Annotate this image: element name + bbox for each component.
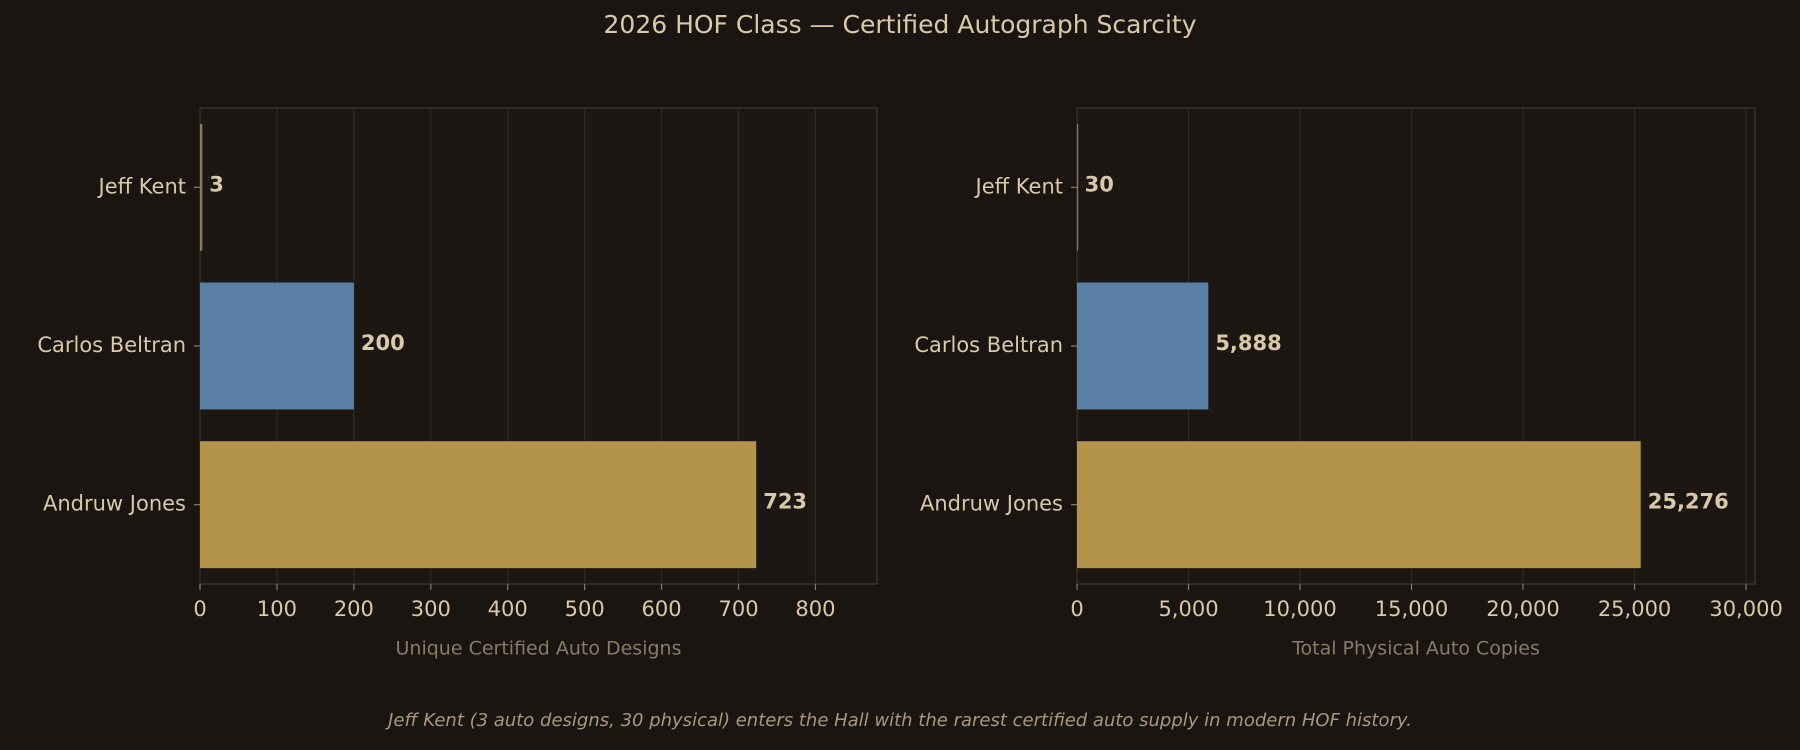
x-tick-label: 300 — [411, 597, 451, 621]
x-tick-label: 15,000 — [1375, 597, 1448, 621]
y-tick-label: Andruw Jones — [43, 492, 186, 516]
value-label: 5,888 — [1215, 331, 1281, 355]
value-label: 30 — [1085, 172, 1114, 196]
x-tick-label: 200 — [334, 597, 374, 621]
x-axis-label: Unique Certified Auto Designs — [396, 638, 682, 660]
y-tick-label: Carlos Beltran — [914, 333, 1063, 357]
figure-title: 2026 HOF Class — Certified Autograph Sca… — [604, 10, 1197, 39]
x-axis-label: Total Physical Auto Copies — [1291, 638, 1540, 660]
y-tick-label: Carlos Beltran — [37, 333, 186, 357]
x-tick-label: 0 — [1070, 597, 1083, 621]
x-tick-label: 700 — [718, 597, 758, 621]
x-tick-label: 100 — [257, 597, 297, 621]
bar — [1077, 123, 1079, 251]
x-tick-label: 500 — [565, 597, 605, 621]
bar — [1077, 282, 1209, 410]
value-label: 25,276 — [1648, 490, 1729, 514]
x-tick-label: 10,000 — [1263, 597, 1336, 621]
value-label: 200 — [361, 331, 405, 355]
x-tick-label: 30,000 — [1709, 597, 1782, 621]
x-tick-label: 600 — [642, 597, 682, 621]
value-label: 723 — [763, 490, 807, 514]
bar — [1077, 441, 1641, 569]
y-tick-label: Jeff Kent — [974, 174, 1063, 198]
x-tick-label: 0 — [193, 597, 206, 621]
bar — [200, 282, 354, 410]
x-tick-label: 400 — [488, 597, 528, 621]
caption: Jeff Kent (3 auto designs, 30 physical) … — [385, 710, 1412, 731]
bar — [200, 441, 757, 569]
y-tick-label: Andruw Jones — [920, 492, 1063, 516]
x-tick-label: 20,000 — [1486, 597, 1559, 621]
y-tick-label: Jeff Kent — [97, 174, 186, 198]
x-tick-label: 800 — [795, 597, 835, 621]
bar — [200, 123, 203, 251]
x-tick-label: 25,000 — [1598, 597, 1671, 621]
value-label: 3 — [209, 172, 224, 196]
x-tick-label: 5,000 — [1158, 597, 1218, 621]
